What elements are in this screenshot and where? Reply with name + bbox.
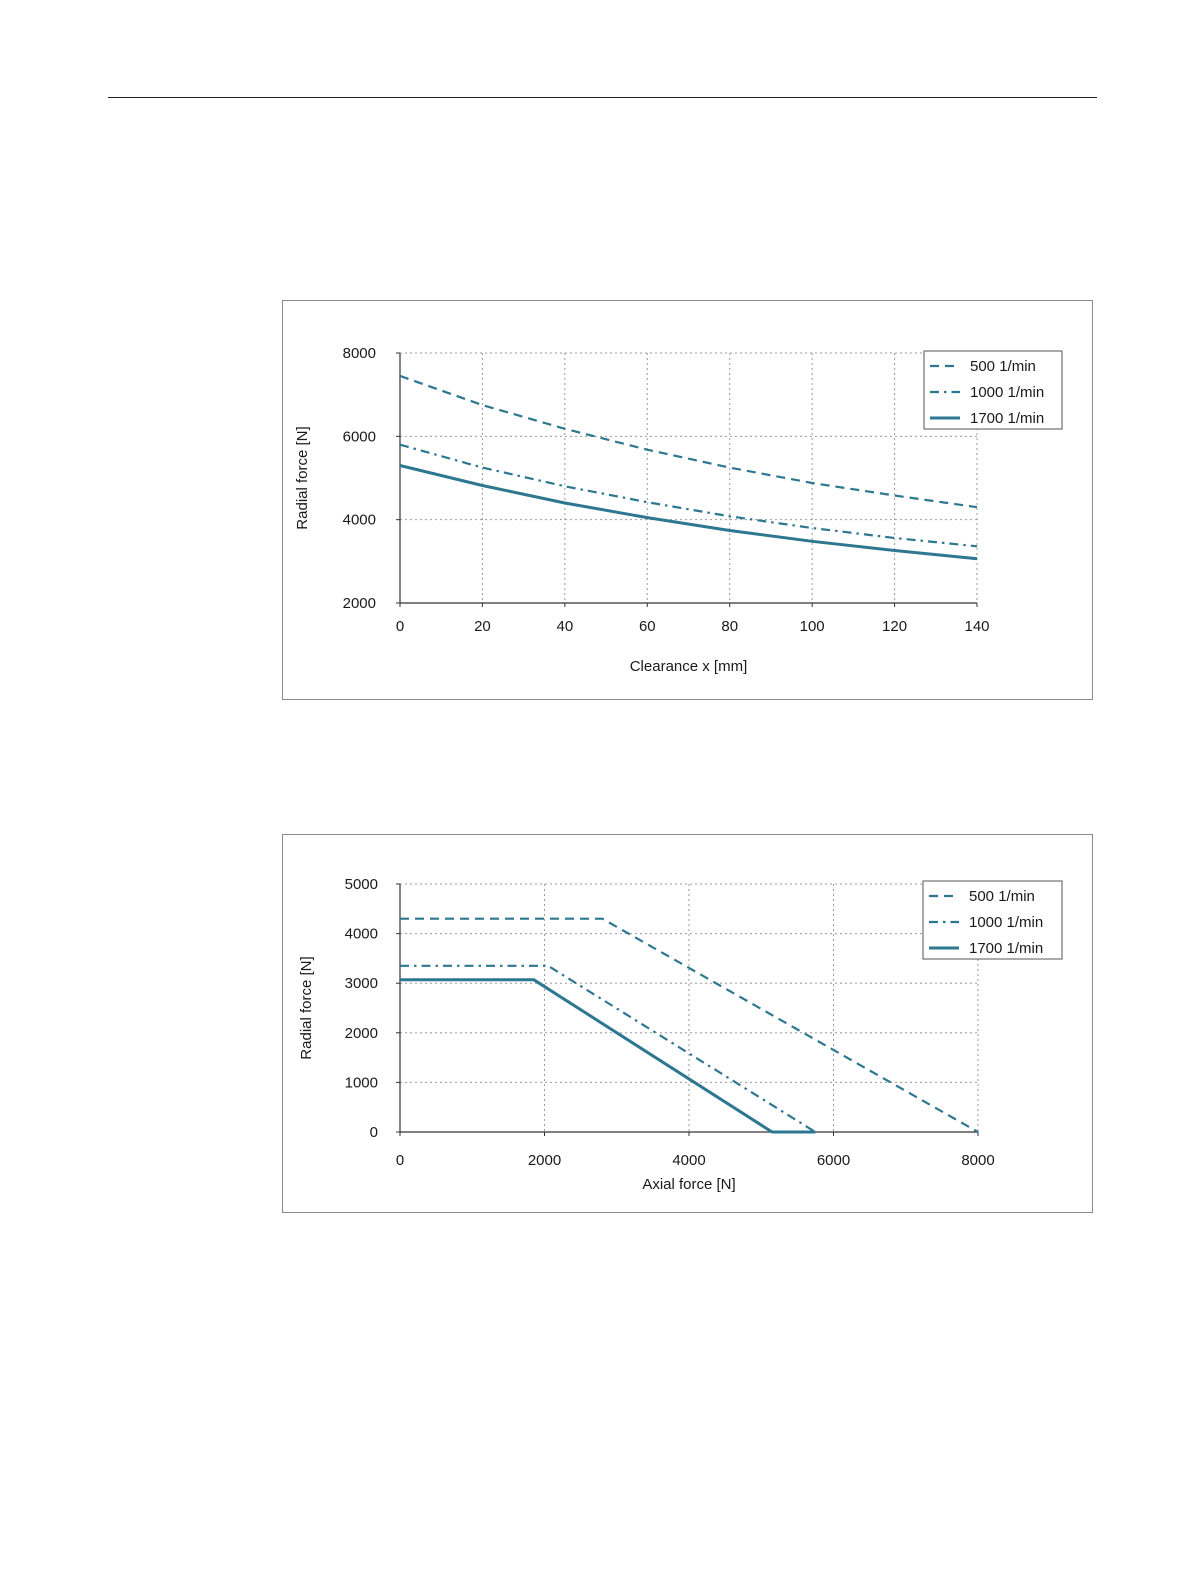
- y-tick-label: 2000: [343, 595, 376, 612]
- legend-label-2: 1000 1/min: [969, 914, 1043, 931]
- y-axis-label: Radial force [N]: [294, 426, 311, 529]
- y-tick-label: 0: [370, 1124, 378, 1141]
- y-tick-label: 3000: [345, 975, 378, 992]
- y-tick-label: 2000: [345, 1025, 378, 1042]
- series-line-2: [400, 964, 816, 1133]
- series-line-3: [400, 978, 816, 1134]
- legend-label-3: 1700 1/min: [969, 940, 1043, 957]
- header-rule: [108, 97, 1097, 98]
- x-tick-label: 2000: [528, 1152, 561, 1169]
- x-tick-label: 0: [396, 1152, 404, 1169]
- x-tick-label: 40: [557, 618, 574, 635]
- legend-label-2: 1000 1/min: [970, 384, 1044, 401]
- x-axis-label: Axial force [N]: [642, 1176, 735, 1193]
- y-tick-label: 6000: [343, 428, 376, 445]
- legend-label-3: 1700 1/min: [970, 410, 1044, 427]
- x-tick-label: 20: [474, 618, 491, 635]
- chart-frame-axial: 0 2000 4000 6000 8000 0 1000 2000 3000 4000 5000 Ax…: [282, 834, 1093, 1213]
- x-tick-label: 100: [800, 618, 825, 635]
- series-line-3: [399, 464, 978, 561]
- x-tick-label: 0: [396, 618, 404, 635]
- y-tick-label: 8000: [343, 345, 376, 362]
- x-tick-label: 120: [882, 618, 907, 635]
- x-tick-label: 80: [721, 618, 738, 635]
- x-tick-label: 4000: [672, 1152, 705, 1169]
- x-tick-label: 140: [964, 618, 989, 635]
- legend-box: [922, 880, 1063, 960]
- y-tick-label: 5000: [345, 876, 378, 893]
- series-line-1: [399, 374, 978, 509]
- clearance-radial-force-chart: 0 20 40 60 80 100 120 140 2000 4000 6000 8000 Cleara…: [294, 345, 1063, 675]
- y-tick-label: 1000: [345, 1074, 378, 1091]
- y-axis-label: Radial force [N]: [298, 956, 315, 1059]
- x-tick-label: 60: [639, 618, 656, 635]
- y-tick-label: 4000: [343, 512, 376, 529]
- legend-box: [923, 350, 1063, 430]
- x-tick-label: 6000: [817, 1152, 850, 1169]
- series-line-2: [399, 443, 978, 548]
- x-axis-label: Clearance x [mm]: [630, 658, 748, 675]
- legend-label-1: 500 1/min: [969, 888, 1035, 905]
- chart-frame-clearance: 0 20 40 60 80 100 120 140 2000 4000 6000 8000 Cleara…: [282, 300, 1093, 700]
- y-tick-label: 4000: [345, 926, 378, 943]
- axial-radial-force-chart: 0 2000 4000 6000 8000 0 1000 2000 3000 4000 5000 Ax…: [298, 876, 1063, 1193]
- x-tick-label: 8000: [961, 1152, 994, 1169]
- legend-label-1: 500 1/min: [970, 358, 1036, 375]
